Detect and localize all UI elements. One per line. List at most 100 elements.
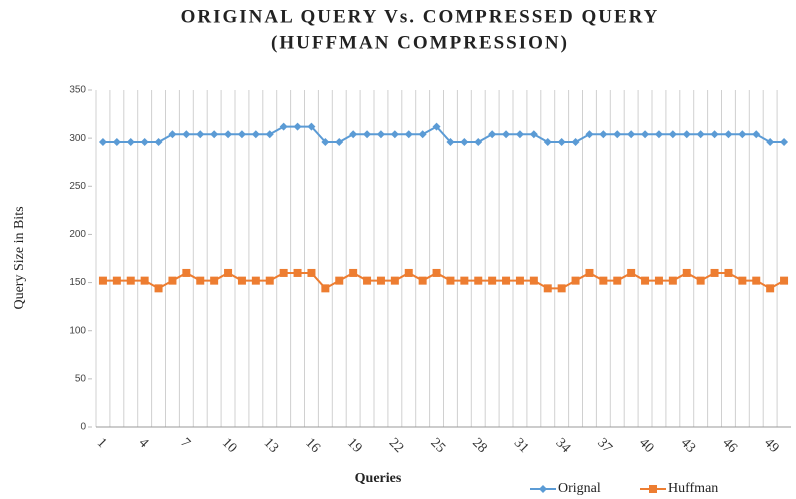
point — [168, 130, 177, 139]
point — [196, 130, 205, 139]
point — [321, 284, 330, 293]
x-tick-label: 13 — [261, 435, 282, 456]
y-tick-label: 150 — [69, 277, 86, 288]
legend-marker — [649, 485, 657, 493]
point — [321, 137, 330, 146]
point — [349, 268, 358, 277]
y-tick-label: 250 — [69, 181, 86, 192]
x-tick-label: 28 — [469, 435, 490, 456]
point — [140, 137, 149, 146]
x-axis-label: Queries — [355, 471, 402, 486]
x-tick-label: 37 — [594, 435, 615, 456]
point — [654, 276, 663, 285]
point — [293, 122, 302, 131]
point — [780, 137, 789, 146]
y-axis-label: Query Size in Bits — [12, 206, 27, 309]
point — [265, 276, 274, 285]
point — [446, 137, 455, 146]
point — [543, 137, 552, 146]
point — [307, 268, 316, 277]
point — [335, 276, 344, 285]
point — [766, 284, 775, 293]
x-tick-label: 19 — [344, 435, 365, 456]
point — [390, 130, 399, 139]
point — [710, 130, 719, 139]
point — [488, 276, 497, 285]
point — [738, 276, 747, 285]
point — [599, 276, 608, 285]
point — [585, 130, 594, 139]
point — [279, 268, 288, 277]
point — [210, 276, 219, 285]
point — [154, 137, 163, 146]
point — [766, 137, 775, 146]
point — [474, 137, 483, 146]
point — [613, 276, 622, 285]
point — [752, 130, 761, 139]
point — [502, 130, 511, 139]
point — [126, 276, 135, 285]
x-tick-label: 31 — [511, 435, 532, 456]
x-tick-label: 46 — [719, 435, 740, 456]
point — [682, 130, 691, 139]
point — [432, 268, 441, 277]
point — [210, 130, 219, 139]
point — [460, 137, 469, 146]
point — [168, 276, 177, 285]
point — [752, 276, 761, 285]
point — [668, 130, 677, 139]
point — [641, 276, 650, 285]
point — [376, 130, 385, 139]
point — [404, 130, 413, 139]
point — [557, 137, 566, 146]
point — [404, 268, 413, 277]
point — [696, 276, 705, 285]
point — [251, 276, 260, 285]
point — [363, 130, 372, 139]
point — [349, 130, 358, 139]
point — [724, 268, 733, 277]
point — [710, 268, 719, 277]
point — [112, 276, 121, 285]
point — [682, 268, 691, 277]
x-tick-label: 49 — [761, 435, 782, 456]
point — [488, 130, 497, 139]
point — [237, 130, 246, 139]
y-tick-label: 350 — [69, 85, 86, 96]
y-tick-label: 50 — [75, 373, 87, 384]
y-tick-label: 100 — [69, 325, 86, 336]
point — [293, 268, 302, 277]
x-tick-label: 22 — [386, 435, 407, 456]
point — [224, 130, 233, 139]
point — [585, 268, 594, 277]
legend-label: Orignal — [558, 481, 601, 496]
point — [529, 130, 538, 139]
point — [502, 276, 511, 285]
point — [140, 276, 149, 285]
point — [251, 130, 260, 139]
point — [641, 130, 650, 139]
point — [627, 268, 636, 277]
point — [154, 284, 163, 293]
point — [98, 137, 107, 146]
x-tick-label: 25 — [427, 435, 448, 456]
y-tick-label: 300 — [69, 133, 86, 144]
point — [515, 276, 524, 285]
point — [418, 130, 427, 139]
point — [543, 284, 552, 293]
x-tick-label: 7 — [177, 435, 193, 451]
point — [668, 276, 677, 285]
y-tick-label: 0 — [80, 422, 86, 433]
point — [126, 137, 135, 146]
x-tick-label: 10 — [219, 435, 240, 456]
point — [237, 276, 246, 285]
point — [571, 137, 580, 146]
point — [738, 130, 747, 139]
point — [182, 268, 191, 277]
point — [557, 284, 566, 293]
x-tick-label: 40 — [636, 435, 657, 456]
x-tick-label: 4 — [136, 435, 152, 451]
x-tick-label: 16 — [302, 435, 323, 456]
point — [196, 276, 205, 285]
point — [696, 130, 705, 139]
